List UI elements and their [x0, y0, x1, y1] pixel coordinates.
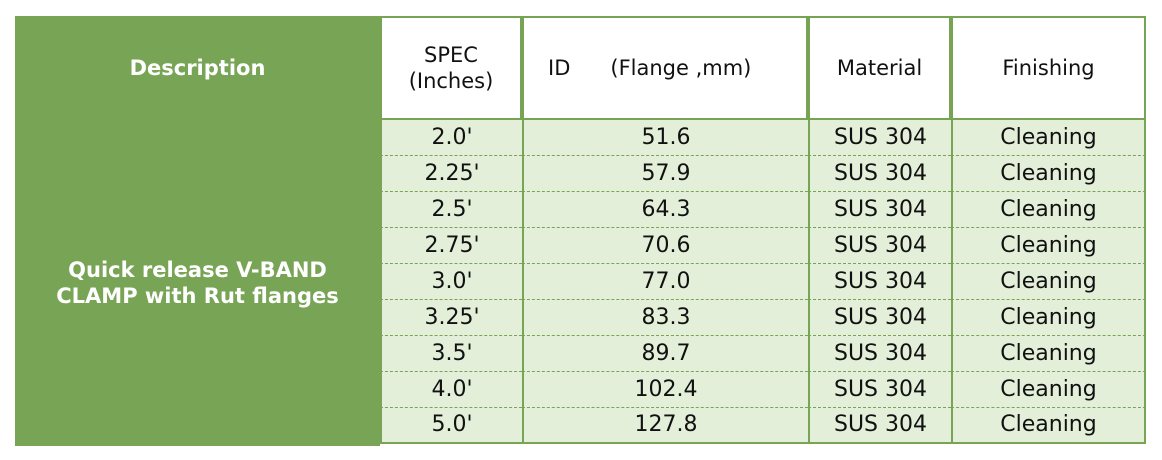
table-cell: SUS 304: [808, 192, 951, 228]
cell-text: SUS 304: [833, 412, 928, 438]
cell-text: 3.5': [431, 340, 473, 366]
table-cell: 5.0': [380, 408, 522, 444]
table-cell: 64.3: [522, 192, 808, 228]
table-cell: Cleaning: [951, 264, 1146, 300]
table-cell: Cleaning: [951, 300, 1146, 336]
table-cell: 70.6: [522, 228, 808, 264]
cell-text: Cleaning: [1000, 232, 1097, 258]
cell-text: SUS 304: [833, 268, 928, 294]
table-cell: SUS 304: [808, 264, 951, 300]
table-cell: 57.9: [522, 156, 808, 192]
header-text: Description: [129, 55, 266, 80]
cell-text: Cleaning: [1000, 340, 1097, 366]
description-text: Quick release V-BAND: [68, 257, 327, 282]
cell-text: Cleaning: [1000, 124, 1097, 150]
cell-text: 2.75': [424, 232, 480, 258]
header-text: ID: [548, 55, 571, 80]
cell-text: 102.4: [634, 376, 698, 402]
table-cell: 4.0': [380, 372, 522, 408]
cell-text: Cleaning: [1000, 268, 1097, 294]
table-cell: Cleaning: [951, 156, 1146, 192]
cell-text: 2.25': [424, 160, 480, 186]
header-text: SPEC: [424, 42, 478, 67]
table-cell: SUS 304: [808, 120, 951, 156]
header-text: Material: [836, 55, 923, 80]
table-cell: SUS 304: [808, 372, 951, 408]
table-cell: Cleaning: [951, 372, 1146, 408]
table-cell: 127.8: [522, 408, 808, 444]
table-cell: SUS 304: [808, 228, 951, 264]
table-cell: 3.25': [380, 300, 522, 336]
cell-text: 57.9: [641, 160, 691, 186]
cell-text: SUS 304: [833, 304, 928, 330]
table-cell: 2.75': [380, 228, 522, 264]
cell-text: 3.25': [424, 304, 480, 330]
table-cell: 77.0: [522, 264, 808, 300]
table-cell: SUS 304: [808, 336, 951, 372]
header-spec: SPEC (Inches): [380, 16, 522, 120]
cell-text: SUS 304: [833, 124, 928, 150]
table-cell: Cleaning: [951, 192, 1146, 228]
header-finishing: Finishing: [951, 16, 1146, 120]
cell-text: Cleaning: [1000, 160, 1097, 186]
table-cell: 3.0': [380, 264, 522, 300]
description-cell: Quick release V-BAND CLAMP with Rut flang…: [15, 120, 380, 446]
cell-text: SUS 304: [833, 340, 928, 366]
cell-text: 2.5': [431, 196, 473, 222]
cell-text: 64.3: [641, 196, 691, 222]
table-cell: SUS 304: [808, 300, 951, 336]
cell-text: 2.0': [431, 124, 473, 150]
table-cell: Cleaning: [951, 228, 1146, 264]
cell-text: SUS 304: [833, 232, 928, 258]
table-cell: 89.7: [522, 336, 808, 372]
table-cell: 51.6: [522, 120, 808, 156]
cell-text: 3.0': [431, 268, 473, 294]
table-cell: Cleaning: [951, 120, 1146, 156]
cell-text: 51.6: [641, 124, 691, 150]
table-cell: SUS 304: [808, 156, 951, 192]
description-text: CLAMP with Rut flanges: [56, 284, 339, 308]
table-cell: 2.25': [380, 156, 522, 192]
header-text: (Flange ,mm): [610, 55, 752, 80]
cell-text: 127.8: [634, 412, 698, 438]
cell-text: 77.0: [641, 268, 691, 294]
cell-text: 70.6: [641, 232, 691, 258]
header-id: ID (Flange ,mm): [522, 16, 808, 120]
table-cell: 83.3: [522, 300, 808, 336]
table-cell: 2.0': [380, 120, 522, 156]
cell-text: Cleaning: [1000, 196, 1097, 222]
cell-text: 5.0': [431, 412, 473, 438]
table-cell: SUS 304: [808, 408, 951, 444]
table-cell: 2.5': [380, 192, 522, 228]
cell-text: Cleaning: [1000, 412, 1097, 438]
header-text: Finishing: [1002, 55, 1095, 80]
table-cell: Cleaning: [951, 336, 1146, 372]
cell-text: 83.3: [641, 304, 691, 330]
cell-text: Cleaning: [1000, 376, 1097, 402]
table-cell: Cleaning: [951, 408, 1146, 444]
cell-text: 89.7: [641, 340, 691, 366]
cell-text: 4.0': [431, 376, 473, 402]
header-material: Material: [808, 16, 951, 120]
cell-text: SUS 304: [833, 376, 928, 402]
cell-text: SUS 304: [833, 196, 928, 222]
table-cell: 3.5': [380, 336, 522, 372]
cell-text: SUS 304: [833, 160, 928, 186]
table-cell: 102.4: [522, 372, 808, 408]
header-text: (Inches): [408, 69, 494, 93]
header-description: Description: [15, 16, 380, 120]
cell-text: Cleaning: [1000, 304, 1097, 330]
